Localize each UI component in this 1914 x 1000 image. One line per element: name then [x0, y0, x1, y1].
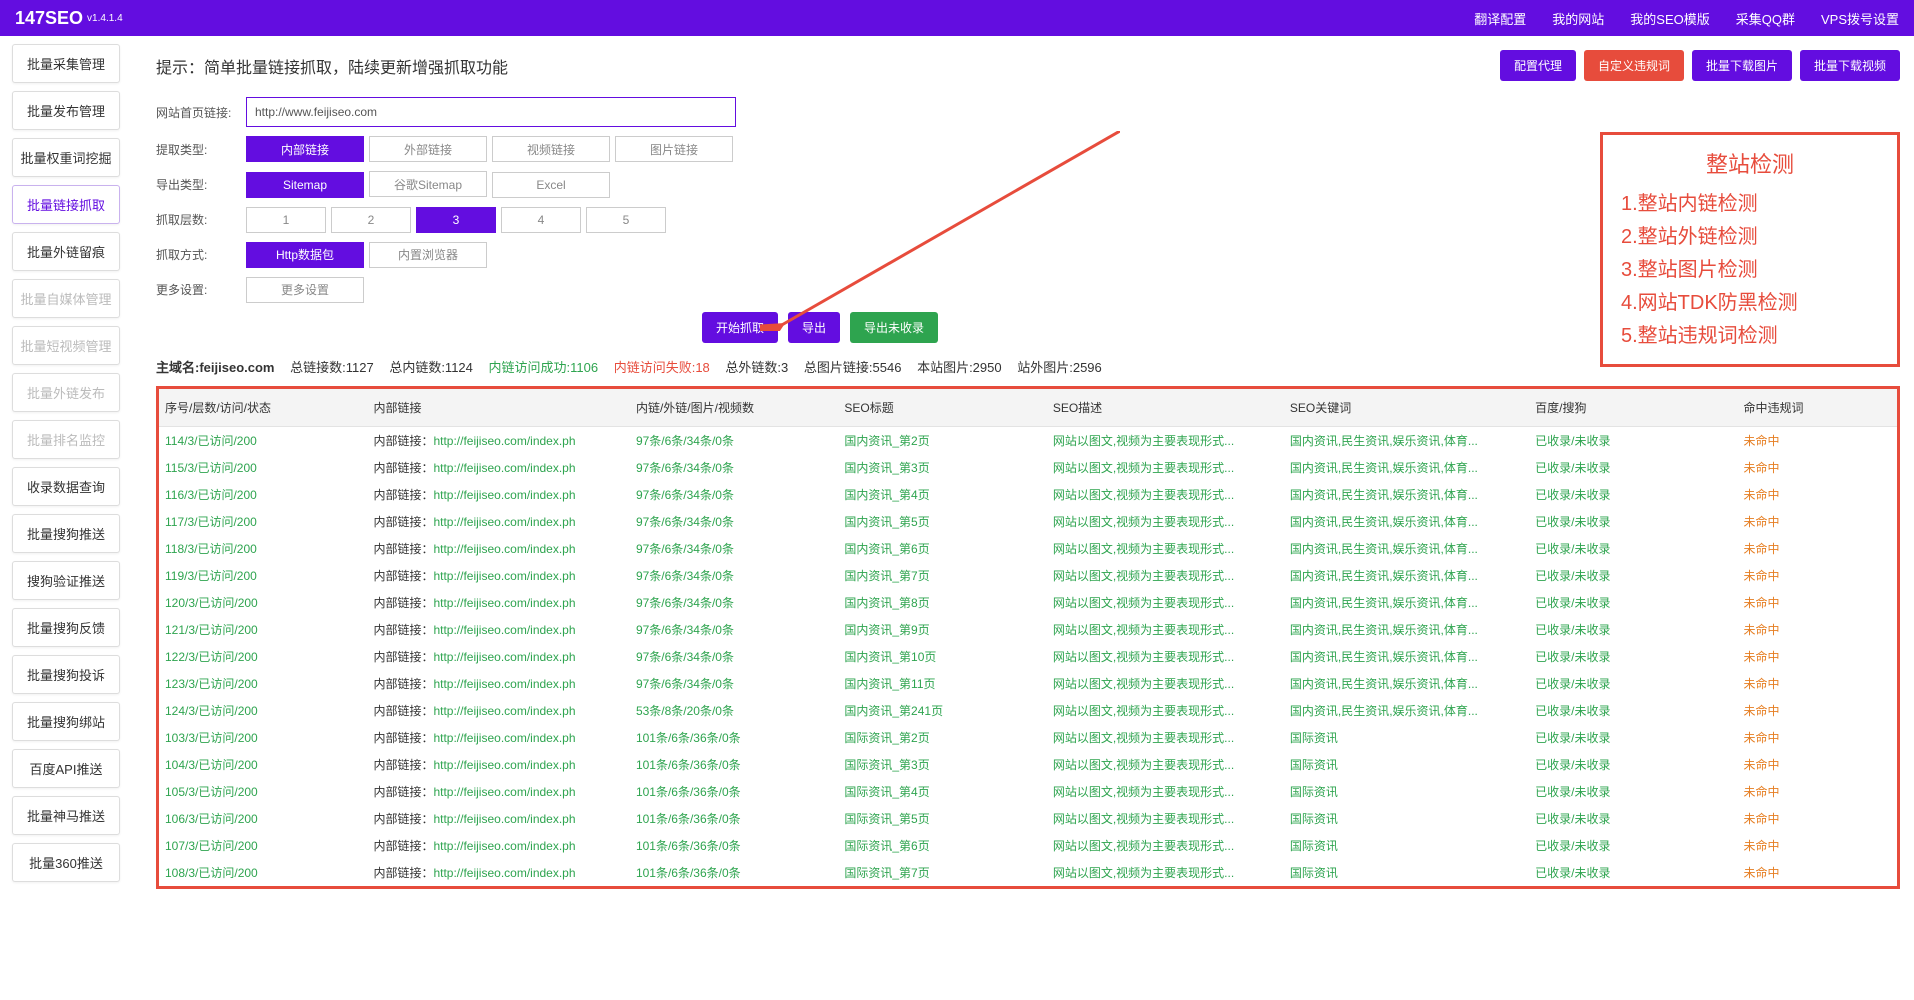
- depth-opt-4[interactable]: 5: [586, 207, 666, 233]
- table-row[interactable]: 119/3/已访问/200内部链接：http://feijiseo.com/in…: [159, 562, 1897, 589]
- depth-label: 抓取层数:: [156, 211, 246, 228]
- nav-item-0[interactable]: 翻译配置: [1474, 9, 1526, 28]
- export_type-opt-1[interactable]: 谷歌Sitemap: [369, 171, 487, 197]
- sidebar-item-2[interactable]: 批量权重词挖掘: [12, 138, 120, 177]
- depth-opt-3[interactable]: 4: [501, 207, 581, 233]
- table-row[interactable]: 107/3/已访问/200内部链接：http://feijiseo.com/in…: [159, 832, 1897, 859]
- col-header-2[interactable]: 内链/外链/图片/视频数: [630, 389, 838, 427]
- table-row[interactable]: 123/3/已访问/200内部链接：http://feijiseo.com/in…: [159, 670, 1897, 697]
- info-line-4: 5.整站违规词检测: [1621, 319, 1879, 348]
- depth-opt-1[interactable]: 2: [331, 207, 411, 233]
- table-row[interactable]: 118/3/已访问/200内部链接：http://feijiseo.com/in…: [159, 535, 1897, 562]
- extract_type-opt-2[interactable]: 视频链接: [492, 136, 610, 162]
- sidebar-item-17[interactable]: 批量360推送: [12, 843, 120, 882]
- col-header-3[interactable]: SEO标题: [838, 389, 1046, 427]
- custom-violation-button[interactable]: 自定义违规词: [1584, 50, 1684, 81]
- download-images-button[interactable]: 批量下载图片: [1692, 50, 1792, 81]
- method-opt-0[interactable]: Http数据包: [246, 242, 364, 268]
- hint-text: 提示：简单批量链接抓取，陆续更新增强抓取功能: [156, 54, 508, 78]
- table-row[interactable]: 116/3/已访问/200内部链接：http://feijiseo.com/in…: [159, 481, 1897, 508]
- sidebar-item-14[interactable]: 批量搜狗绑站: [12, 702, 120, 741]
- url-input[interactable]: [246, 97, 736, 127]
- sidebar: 批量采集管理批量发布管理批量权重词挖掘批量链接抓取批量外链留痕批量自媒体管理批量…: [0, 36, 120, 903]
- col-header-5[interactable]: SEO关键词: [1284, 389, 1529, 427]
- info-line-2: 3.整站图片检测: [1621, 253, 1879, 282]
- sidebar-item-6: 批量短视频管理: [12, 326, 120, 365]
- brand-title: 147SEO: [15, 8, 83, 29]
- more-settings-button[interactable]: 更多设置: [246, 277, 364, 303]
- nav-item-3[interactable]: 采集QQ群: [1736, 9, 1795, 28]
- table-row[interactable]: 104/3/已访问/200内部链接：http://feijiseo.com/in…: [159, 751, 1897, 778]
- export_type-opt-0[interactable]: Sitemap: [246, 172, 364, 198]
- header-nav: 翻译配置 我的网站 我的SEO模版 采集QQ群 VPS拨号设置: [1474, 9, 1899, 28]
- table-row[interactable]: 103/3/已访问/200内部链接：http://feijiseo.com/in…: [159, 724, 1897, 751]
- col-header-6[interactable]: 百度/搜狗: [1529, 389, 1737, 427]
- export-unindexed-button[interactable]: 导出未收录: [850, 312, 938, 343]
- results-table-wrap: 序号/层数/访问/状态内部链接内链/外链/图片/视频数SEO标题SEO描述SEO…: [156, 386, 1900, 889]
- table-row[interactable]: 124/3/已访问/200内部链接：http://feijiseo.com/in…: [159, 697, 1897, 724]
- export-button[interactable]: 导出: [788, 312, 840, 343]
- download-videos-button[interactable]: 批量下载视频: [1800, 50, 1900, 81]
- nav-item-2[interactable]: 我的SEO模版: [1630, 9, 1709, 28]
- sidebar-item-10[interactable]: 批量搜狗推送: [12, 514, 120, 553]
- sidebar-item-12[interactable]: 批量搜狗反馈: [12, 608, 120, 647]
- table-row[interactable]: 121/3/已访问/200内部链接：http://feijiseo.com/in…: [159, 616, 1897, 643]
- sidebar-item-5: 批量自媒体管理: [12, 279, 120, 318]
- table-row[interactable]: 106/3/已访问/200内部链接：http://feijiseo.com/in…: [159, 805, 1897, 832]
- table-row[interactable]: 105/3/已访问/200内部链接：http://feijiseo.com/in…: [159, 778, 1897, 805]
- sidebar-item-13[interactable]: 批量搜狗投诉: [12, 655, 120, 694]
- table-row[interactable]: 122/3/已访问/200内部链接：http://feijiseo.com/in…: [159, 643, 1897, 670]
- sidebar-item-15[interactable]: 百度API推送: [12, 749, 120, 788]
- sidebar-item-9[interactable]: 收录数据查询: [12, 467, 120, 506]
- method-label: 抓取方式:: [156, 246, 246, 263]
- sidebar-item-4[interactable]: 批量外链留痕: [12, 232, 120, 271]
- table-row[interactable]: 108/3/已访问/200内部链接：http://feijiseo.com/in…: [159, 859, 1897, 886]
- extract_type-opt-3[interactable]: 图片链接: [615, 136, 733, 162]
- config-proxy-button[interactable]: 配置代理: [1500, 50, 1576, 81]
- table-row[interactable]: 115/3/已访问/200内部链接：http://feijiseo.com/in…: [159, 454, 1897, 481]
- sidebar-item-7: 批量外链发布: [12, 373, 120, 412]
- col-header-7[interactable]: 命中违规词: [1738, 389, 1897, 427]
- sidebar-item-16[interactable]: 批量神马推送: [12, 796, 120, 835]
- table-row[interactable]: 114/3/已访问/200内部链接：http://feijiseo.com/in…: [159, 426, 1897, 454]
- start-crawl-button[interactable]: 开始抓取: [702, 312, 778, 343]
- app-header: 147SEO v1.4.1.4 翻译配置 我的网站 我的SEO模版 采集QQ群 VPS拨…: [0, 0, 1914, 36]
- col-header-0[interactable]: 序号/层数/访问/状态: [159, 389, 367, 427]
- table-row[interactable]: 120/3/已访问/200内部链接：http://feijiseo.com/in…: [159, 589, 1897, 616]
- extract_type-opt-0[interactable]: 内部链接: [246, 136, 364, 162]
- sidebar-item-1[interactable]: 批量发布管理: [12, 91, 120, 130]
- col-header-4[interactable]: SEO描述: [1047, 389, 1284, 427]
- depth-opt-0[interactable]: 1: [246, 207, 326, 233]
- sidebar-item-0[interactable]: 批量采集管理: [12, 44, 120, 83]
- col-header-1[interactable]: 内部链接: [367, 389, 630, 427]
- method-opt-1[interactable]: 内置浏览器: [369, 242, 487, 268]
- export_type-opt-2[interactable]: Excel: [492, 172, 610, 198]
- export-type-label: 导出类型:: [156, 176, 246, 193]
- extract_type-opt-1[interactable]: 外部链接: [369, 136, 487, 162]
- extract-type-label: 提取类型:: [156, 141, 246, 158]
- more-label: 更多设置:: [156, 281, 246, 298]
- sidebar-item-8: 批量排名监控: [12, 420, 120, 459]
- depth-opt-2[interactable]: 3: [416, 207, 496, 233]
- main-content: 提示：简单批量链接抓取，陆续更新增强抓取功能 配置代理 自定义违规词 批量下载图…: [120, 36, 1914, 903]
- table-row[interactable]: 117/3/已访问/200内部链接：http://feijiseo.com/in…: [159, 508, 1897, 535]
- nav-item-1[interactable]: 我的网站: [1552, 9, 1604, 28]
- version-text: v1.4.1.4: [87, 13, 123, 24]
- results-table: 序号/层数/访问/状态内部链接内链/外链/图片/视频数SEO标题SEO描述SEO…: [159, 389, 1897, 886]
- sidebar-item-11[interactable]: 搜狗验证推送: [12, 561, 120, 600]
- info-line-1: 2.整站外链检测: [1621, 220, 1879, 249]
- info-line-3: 4.网站TDK防黑检测: [1621, 286, 1879, 315]
- info-line-0: 1.整站内链检测: [1621, 187, 1879, 216]
- info-box: 整站检测 1.整站内链检测 2.整站外链检测 3.整站图片检测 4.网站TDK防黑检测…: [1600, 132, 1900, 367]
- nav-item-4[interactable]: VPS拨号设置: [1821, 9, 1899, 28]
- info-box-title: 整站检测: [1621, 147, 1879, 179]
- sidebar-item-3[interactable]: 批量链接抓取: [12, 185, 120, 224]
- url-label: 网站首页链接:: [156, 104, 246, 121]
